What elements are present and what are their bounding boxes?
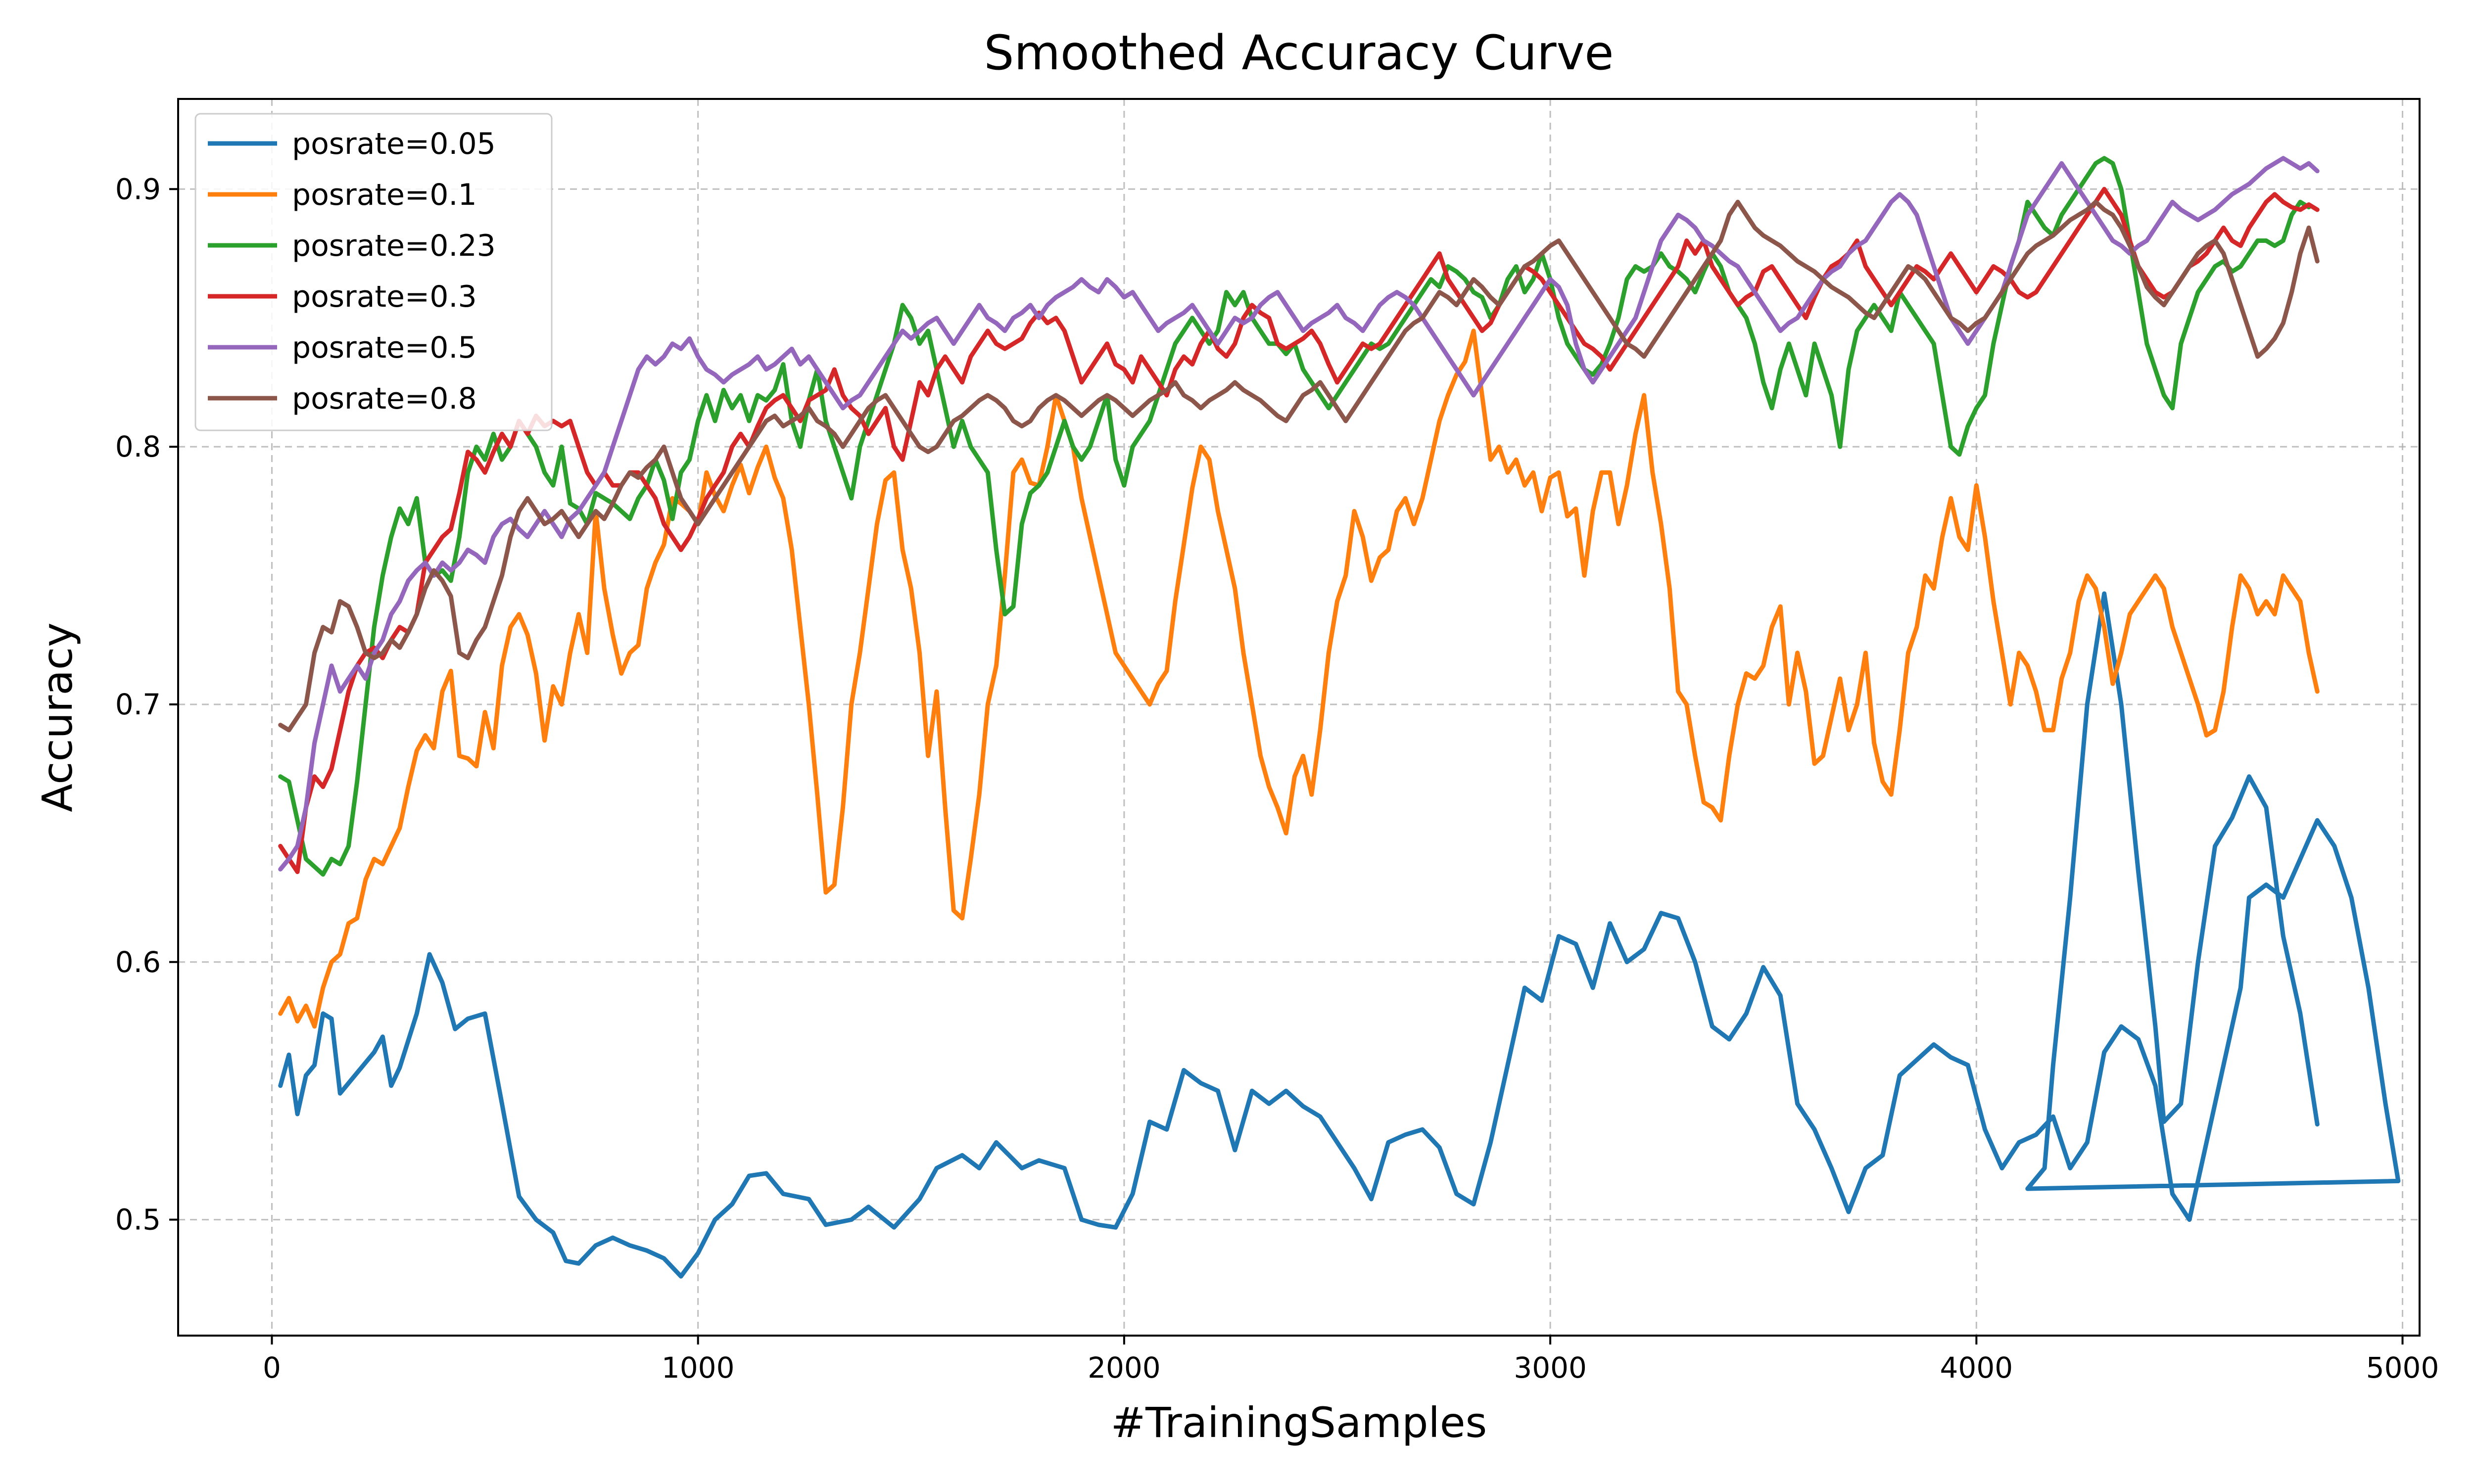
series-line-0 (278, 591, 2401, 1279)
legend-entry-0: posrate=0.05 (292, 127, 496, 161)
series-line-1 (278, 328, 2320, 1029)
x-tick-label: 5000 (2366, 1351, 2439, 1385)
x-tick-label: 0 (263, 1351, 281, 1385)
legend-entry-4: posrate=0.5 (292, 330, 477, 365)
y-axis-label: Accuracy (33, 622, 82, 812)
plot-frame (177, 98, 2421, 1337)
legend-box (194, 113, 553, 431)
series-lines (278, 156, 2401, 1279)
x-tick-label: 4000 (1940, 1351, 2013, 1385)
x-tick-label: 2000 (1088, 1351, 1161, 1385)
legend-entry-1: posrate=0.1 (292, 178, 477, 212)
y-tick-label: 0.7 (115, 688, 161, 721)
legend-entry-2: posrate=0.23 (292, 229, 496, 263)
axis-ticks: 0 1000 2000 3000 4000 5000 0.5 0.6 0.7 0.8 0.9 (115, 172, 2439, 1385)
legend: posrate=0.05 posrate=0.1 posrate=0.23 posra… (194, 113, 553, 431)
legend-entry-3: posrate=0.3 (292, 279, 477, 314)
x-tick-label: 3000 (1514, 1351, 1587, 1385)
x-axis-label: #TrainingSamples (1111, 1398, 1487, 1447)
y-tick-label: 0.6 (115, 945, 161, 979)
y-tick-label: 0.8 (115, 430, 161, 464)
legend-entry-5: posrate=0.8 (292, 381, 477, 416)
y-tick-label: 0.5 (115, 1203, 161, 1237)
y-tick-label: 0.9 (115, 172, 161, 206)
x-tick-label: 1000 (662, 1351, 735, 1385)
chart-title: Smoothed Accuracy Curve (984, 25, 1614, 81)
series-line-4 (278, 156, 2320, 872)
series-line-5 (278, 199, 2320, 733)
